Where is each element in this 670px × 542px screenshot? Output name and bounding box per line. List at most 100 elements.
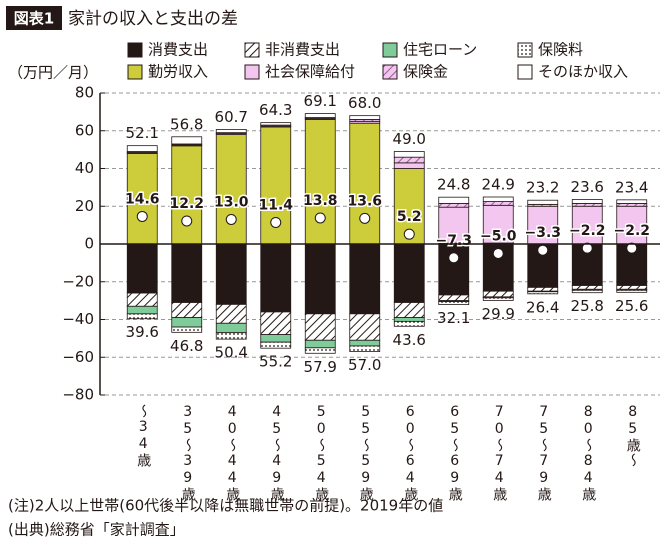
income-total-label: 23.2 (526, 179, 559, 197)
x-tick-label: 〜34歳 (135, 404, 152, 468)
bar-segment (438, 196, 470, 204)
x-tick-label: 55〜59歳 (357, 404, 374, 502)
balance-marker (537, 244, 549, 256)
tag: 図表1 (14, 10, 54, 28)
balance-marker (448, 252, 460, 264)
balance-marker (270, 216, 282, 228)
bar-segment (304, 243, 336, 315)
legend-label: 保険金 (403, 63, 448, 81)
expense-total-label: 29.9 (482, 305, 515, 323)
legend-swatch (244, 42, 260, 58)
legend-label: 社会保障給付 (265, 63, 355, 81)
expense-total-label: 57.9 (304, 358, 337, 376)
bar-segment (571, 203, 603, 207)
bar-segment (349, 345, 381, 352)
bar-segment (171, 136, 203, 145)
bar-segment (482, 196, 514, 202)
note: (注)2人以上世帯(60代後半以降は無職世帯の前提)。2019年の値 (8, 497, 443, 515)
bar-segment (349, 243, 381, 315)
bar-segment (215, 134, 247, 245)
bar-segment (215, 332, 247, 340)
legend-label: 住宅ローン (403, 41, 477, 59)
bar-segment (482, 297, 514, 301)
bar-segment (616, 289, 648, 293)
balance-marker (403, 228, 415, 240)
y-tick-label: −60 (62, 348, 94, 366)
bar-segment (438, 243, 470, 296)
legend-label: そのほか収入 (538, 63, 628, 81)
bar-segment (571, 285, 603, 290)
bar-segment (215, 129, 247, 134)
y-tick-label: −80 (62, 386, 94, 404)
bar-segment (304, 339, 336, 349)
x-tick-label: 60〜64歳 (402, 404, 419, 502)
bar-segment (571, 199, 603, 204)
bar-segment (171, 145, 203, 245)
x-tick-label: 85歳〜 (624, 404, 641, 468)
expense-total-label: 55.2 (259, 353, 292, 371)
expense-total-label: 25.8 (571, 297, 604, 315)
expense-total-label: 43.6 (393, 331, 426, 349)
balance-label: 12.2 (169, 196, 204, 212)
expense-total-label: 57.0 (348, 356, 381, 374)
bar-segment (438, 203, 470, 208)
legend-swatch (127, 42, 143, 58)
balance-marker (314, 212, 326, 224)
balance-label: 13.8 (303, 193, 338, 209)
income-total-label: 56.8 (170, 115, 203, 133)
bar-segment (260, 243, 292, 313)
bar-segment (527, 199, 559, 205)
bar-segment (126, 305, 158, 315)
bar-segment (393, 156, 425, 164)
bar-segment (304, 347, 336, 354)
balance-label: −2.2 (569, 223, 606, 239)
bar-segment (126, 145, 158, 152)
expense-total-label: 46.8 (170, 337, 203, 355)
legend-label: 保険料 (538, 41, 583, 59)
x-tick-label: 45〜49歳 (268, 404, 285, 502)
x-tick-label: 70〜74歳 (491, 404, 508, 502)
expense-total-label: 26.4 (526, 298, 559, 316)
income-total-label: 64.3 (259, 101, 292, 119)
x-tick-label: 35〜39歳 (179, 404, 196, 502)
bar-segment (393, 302, 425, 319)
balance-label: 11.4 (258, 197, 293, 213)
balance-label: −7.3 (435, 233, 472, 249)
expense-total-label: 32.1 (437, 309, 470, 327)
title: 家計の収入と支出の差 (68, 9, 238, 29)
income-total-label: 49.0 (393, 130, 426, 148)
bar-segment (616, 285, 648, 290)
bar-segment (304, 119, 336, 245)
balance-marker (626, 242, 638, 254)
income-total-label: 23.6 (571, 178, 604, 196)
bar-segment (527, 287, 559, 292)
bar-segment (393, 243, 425, 303)
bar-segment (126, 292, 158, 307)
income-total-label: 60.7 (215, 108, 248, 126)
balance-label: −2.2 (613, 223, 650, 239)
tag-box (6, 6, 62, 30)
bar-segment (571, 289, 603, 294)
y-tick-label: −20 (62, 272, 94, 290)
bar-segment (171, 243, 203, 303)
bar-segment (260, 311, 292, 336)
bar-segment (616, 203, 648, 207)
bar-segment (260, 122, 292, 126)
balance-label: 14.6 (125, 191, 160, 207)
y-axis-label: （万円／月） (8, 64, 98, 82)
legend-swatch (517, 42, 533, 58)
legend-label: 消費支出 (148, 41, 208, 59)
legend-swatch (382, 42, 398, 58)
bar-segment (438, 294, 470, 302)
bar-segment (349, 339, 381, 347)
balance-marker (225, 213, 237, 225)
bar-segment (482, 290, 514, 298)
source: (出典)総務省「家計調査」 (8, 521, 185, 539)
legend-swatch (244, 64, 260, 80)
balance-label: 13.6 (347, 193, 382, 209)
bar-segment (527, 205, 559, 245)
x-tick-label: 65〜69歳 (446, 404, 463, 502)
y-tick-label: −40 (62, 310, 94, 328)
bar-segment (260, 334, 292, 343)
